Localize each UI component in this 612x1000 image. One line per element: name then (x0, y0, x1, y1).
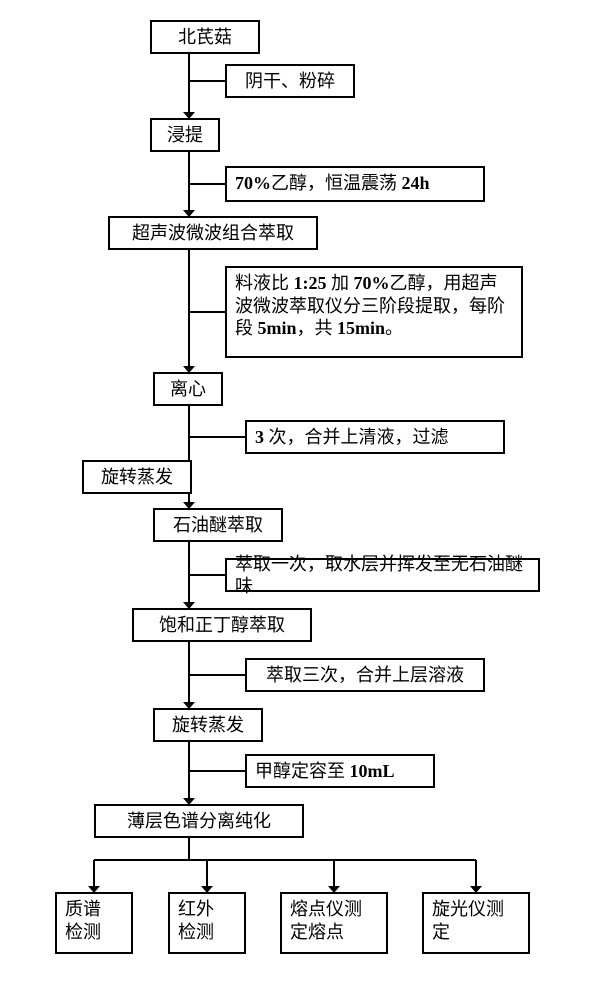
node-r2: 红外检测 (168, 892, 246, 954)
node-n6: 石油醚萃取 (153, 508, 283, 542)
node-s2: 70%乙醇，恒温震荡 24h (225, 166, 485, 202)
node-r1: 质谱检测 (55, 892, 133, 954)
node-s1: 阴干、粉碎 (225, 64, 355, 98)
node-r3: 熔点仪测定熔点 (280, 892, 388, 954)
node-n4: 离心 (153, 372, 223, 406)
node-s7: 萃取三次，合并上层溶液 (245, 658, 485, 692)
node-n2: 浸提 (150, 118, 220, 152)
node-n1: 北芪菇 (150, 20, 260, 54)
node-s3: 料液比 1:25 加 70%乙醇，用超声波微波萃取仪分三阶段提取，每阶段 5mi… (225, 266, 523, 358)
node-n7: 饱和正丁醇萃取 (132, 608, 312, 642)
node-n8: 旋转蒸发 (153, 708, 263, 742)
node-s4: 3 次，合并上清液，过滤 (245, 420, 505, 454)
node-r4: 旋光仪测定 (422, 892, 530, 954)
flowchart-canvas: 北芪菇阴干、粉碎浸提70%乙醇，恒温震荡 24h 超声波微波组合萃取料液比 1:2… (0, 0, 612, 1000)
node-n5: 旋转蒸发 (82, 460, 192, 494)
node-s6: 萃取一次，取水层并挥发至无石油醚味 (225, 558, 540, 592)
flowchart-lines (0, 0, 612, 1000)
node-n3: 超声波微波组合萃取 (108, 216, 318, 250)
node-s8: 甲醇定容至 10mL (245, 754, 435, 788)
node-n9: 薄层色谱分离纯化 (94, 804, 304, 838)
